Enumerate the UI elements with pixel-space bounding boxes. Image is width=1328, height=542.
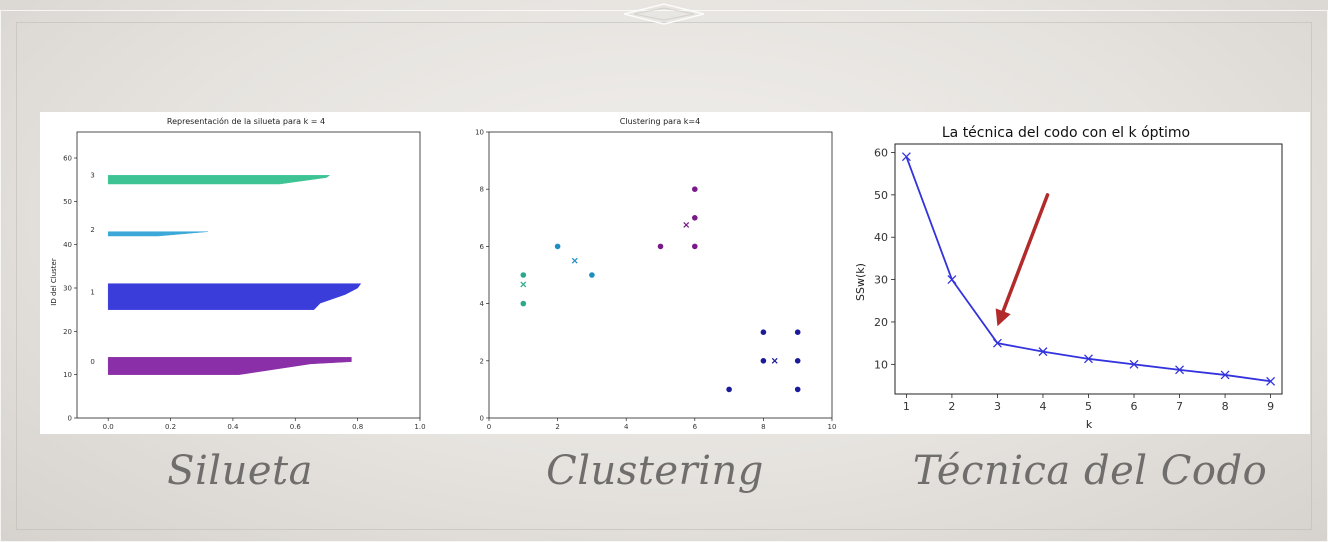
elbow-x-tick-label: 9 [1267,400,1274,413]
silhouette-x-tick-label: 0.6 [290,423,302,431]
elbow-point-marker [1266,376,1276,386]
elbow-y-tick-label: 40 [874,231,888,244]
clustering-y-tick-label: 4 [480,300,485,308]
caption-clustering: Clustering [546,448,764,494]
silhouette-x-tick-label: 0.0 [103,423,114,431]
elbow-plot-frame [894,143,1283,395]
clustering-x-tick-label: 2 [555,423,559,431]
cluster-centroid-marker [571,257,578,264]
cluster-centroid-marker [520,281,527,288]
silhouette-cluster-label: 3 [90,172,94,180]
clustering-y-tick-label: 2 [480,357,484,365]
elbow-point-marker [1129,359,1139,369]
cluster-point [520,272,527,278]
caption-silueta: Silueta [167,448,313,494]
clustering-y-tick-label: 0 [480,415,484,423]
elbow-y-tick-label: 20 [874,316,888,329]
elbow-point-marker [1175,365,1185,375]
cluster-point [794,386,801,393]
silhouette-cluster-2 [107,231,208,237]
cluster-point [520,300,527,307]
silhouette-cluster-3 [107,175,331,185]
elbow-point-marker [992,338,1002,348]
elbow-point-marker [1084,354,1093,364]
cluster-point [692,186,698,192]
elbow-x-tick-label: 5 [1085,400,1092,413]
cluster-point [726,386,732,393]
elbow-y-tick-label: 60 [874,146,888,159]
silhouette-y-tick-label: 0 [68,415,72,423]
silhouette-cluster-0 [107,357,352,375]
elbow-point-marker [1038,347,1048,357]
silhouette-y-tick-label: 40 [63,241,72,249]
clustering-chart: Clustering para k=4 0 2 4 6 8 10 0 2 4 6 8 10 [475,117,837,431]
clustering-x-tick-label: 4 [624,423,629,431]
silhouette-y-tick-label: 60 [63,155,72,163]
silhouette-x-tick-label: 0.4 [227,423,239,431]
elbow-annotation-arrow-head [995,308,1011,327]
cluster-centroid-marker [771,357,778,364]
clustering-y-tick-label: 6 [480,243,485,251]
silhouette-cluster-label: 2 [90,226,94,234]
elbow-y-tick-label: 10 [874,358,888,371]
clustering-x-tick-label: 6 [693,423,698,431]
cluster-point [657,243,664,250]
silhouette-chart: Representación de la silueta para k = 4 … [50,116,426,431]
elbow-y-tick-label: 30 [874,274,888,287]
silhouette-x-tick-label: 0.8 [352,423,363,431]
cluster-point [760,358,767,364]
elbow-x-tick-label: 7 [1176,400,1183,413]
caption-codo: Técnica del Codo [912,448,1268,494]
silhouette-cluster-label: 1 [90,289,94,297]
elbow-x-tick-label: 1 [903,400,910,413]
cluster-point [794,329,801,335]
clustering-x-tick-label: 10 [828,423,837,431]
elbow-x-tick-label: 8 [1222,400,1229,413]
silhouette-cluster-1 [107,283,362,310]
cluster-point [692,243,698,250]
cluster-point [692,215,698,221]
cluster-point [589,272,595,278]
elbow-series-line [905,156,1271,383]
frame-ornament-icon [624,3,704,25]
clustering-plot-frame [488,131,833,419]
silhouette-y-tick-label: 20 [63,328,72,336]
silhouette-x-tick-label: 1.0 [414,423,425,431]
clustering-chart-title: Clustering para k=4 [620,117,700,126]
clustering-x-tick-label: 8 [761,423,765,431]
elbow-x-axis-label: k [1086,418,1093,431]
elbow-y-tick-label: 50 [874,189,888,202]
silhouette-chart-title: Representación de la silueta para k = 4 [167,116,325,126]
elbow-x-tick-label: 2 [948,400,955,413]
silhouette-cluster-label: 0 [90,358,94,366]
elbow-point-marker [1220,370,1230,380]
silhouette-x-tick-label: 0.2 [165,423,176,431]
cluster-point [554,243,561,250]
elbow-point-marker [901,152,911,162]
silhouette-y-tick-label: 10 [63,371,72,379]
elbow-chart-title: La técnica del codo con el k óptimo [942,125,1190,141]
silhouette-plot-frame [76,131,421,419]
cluster-point [760,329,767,335]
elbow-y-axis-label: SSw(k) [854,263,867,301]
charts-panel [40,112,1310,434]
clustering-x-tick-label: 0 [487,423,491,431]
clustering-y-tick-label: 8 [480,186,484,194]
silhouette-y-axis-label: ID del Cluster [50,258,58,306]
elbow-x-tick-label: 4 [1039,400,1046,413]
cluster-centroid-marker [683,222,690,228]
inner-frame [16,22,1312,530]
silhouette-y-tick-label: 30 [63,285,72,293]
elbow-annotation-arrow-shaft [1001,193,1050,314]
elbow-x-tick-label: 6 [1131,400,1138,413]
silhouette-y-tick-label: 50 [63,198,72,206]
cluster-point [794,358,801,364]
elbow-x-tick-label: 3 [994,400,1001,413]
elbow-chart: La técnica del codo con el k óptimo k SS… [854,125,1283,431]
clustering-y-tick-label: 10 [475,129,484,137]
elbow-point-marker [947,275,957,285]
